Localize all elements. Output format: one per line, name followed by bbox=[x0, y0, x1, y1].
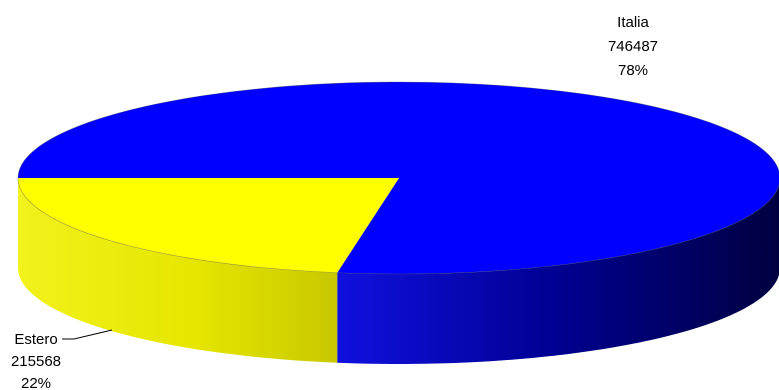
estero-percent: 22% bbox=[21, 375, 51, 390]
slice-side-italia bbox=[337, 184, 779, 364]
label-italia: Italia 746487 78% bbox=[608, 14, 658, 79]
italia-value: 746487 bbox=[608, 38, 658, 55]
slice-top-estero bbox=[18, 178, 399, 273]
label-estero: Estero 215568 22% bbox=[11, 329, 113, 390]
pie-top-outline bbox=[17, 81, 779, 275]
italia-percent: 78% bbox=[618, 62, 648, 79]
estero-value: 215568 bbox=[11, 353, 61, 370]
slice-side-estero bbox=[18, 178, 338, 363]
estero-name: Estero bbox=[14, 331, 57, 348]
italia-name: Italia bbox=[617, 14, 649, 31]
estero-leader-line bbox=[62, 329, 113, 340]
